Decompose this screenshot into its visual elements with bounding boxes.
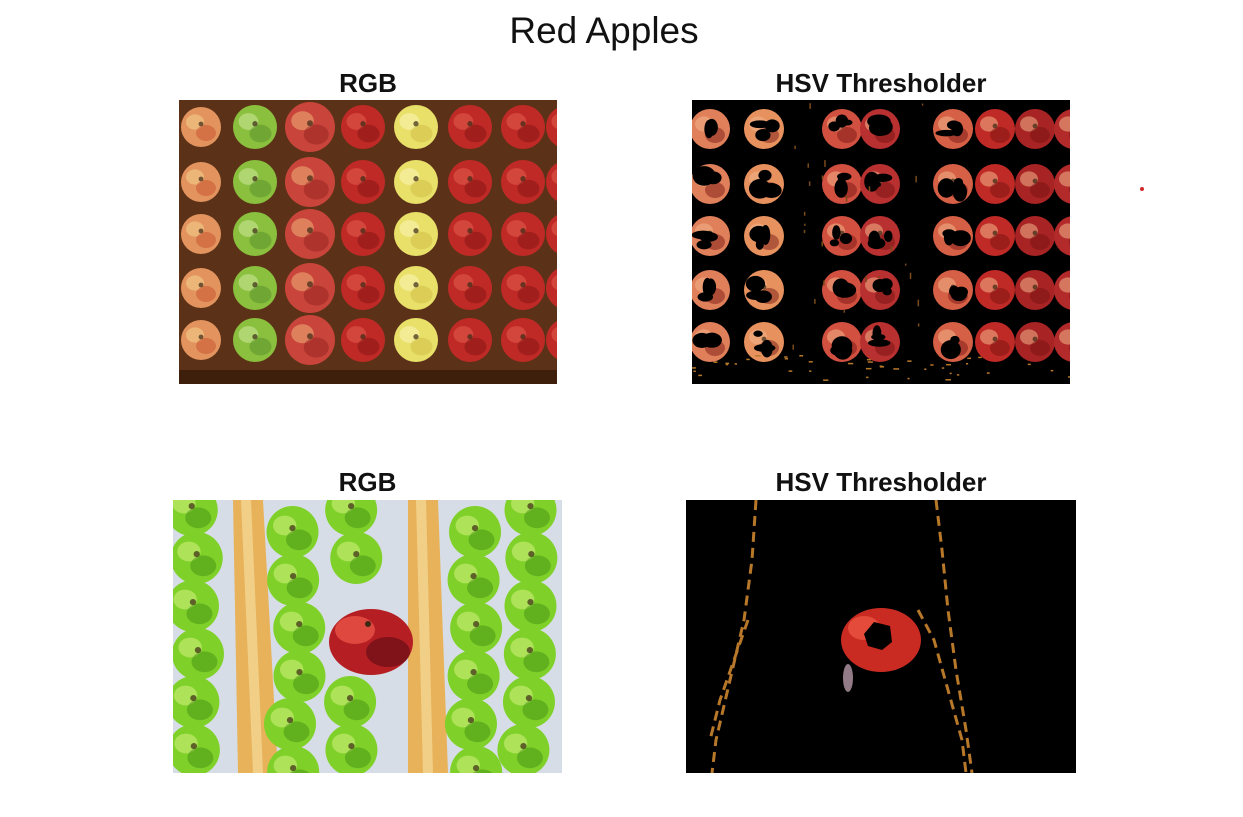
panel-title-rgb-top: RGB — [339, 68, 397, 98]
figure-title: Red Apples — [509, 10, 699, 51]
panel-title-rgb-bottom: RGB — [338, 467, 397, 497]
stray-red-dot — [1140, 187, 1144, 191]
panel-title-hsv-bottom: HSV Thresholder — [775, 467, 987, 497]
rgb-image-red-apples — [179, 100, 557, 384]
panel-title-hsv-top: HSV Thresholder — [775, 68, 987, 98]
hsv-mask-green-apples — [686, 500, 1076, 773]
hsv-mask-red-apples — [692, 100, 1070, 384]
rgb-image-green-apples — [173, 500, 562, 773]
